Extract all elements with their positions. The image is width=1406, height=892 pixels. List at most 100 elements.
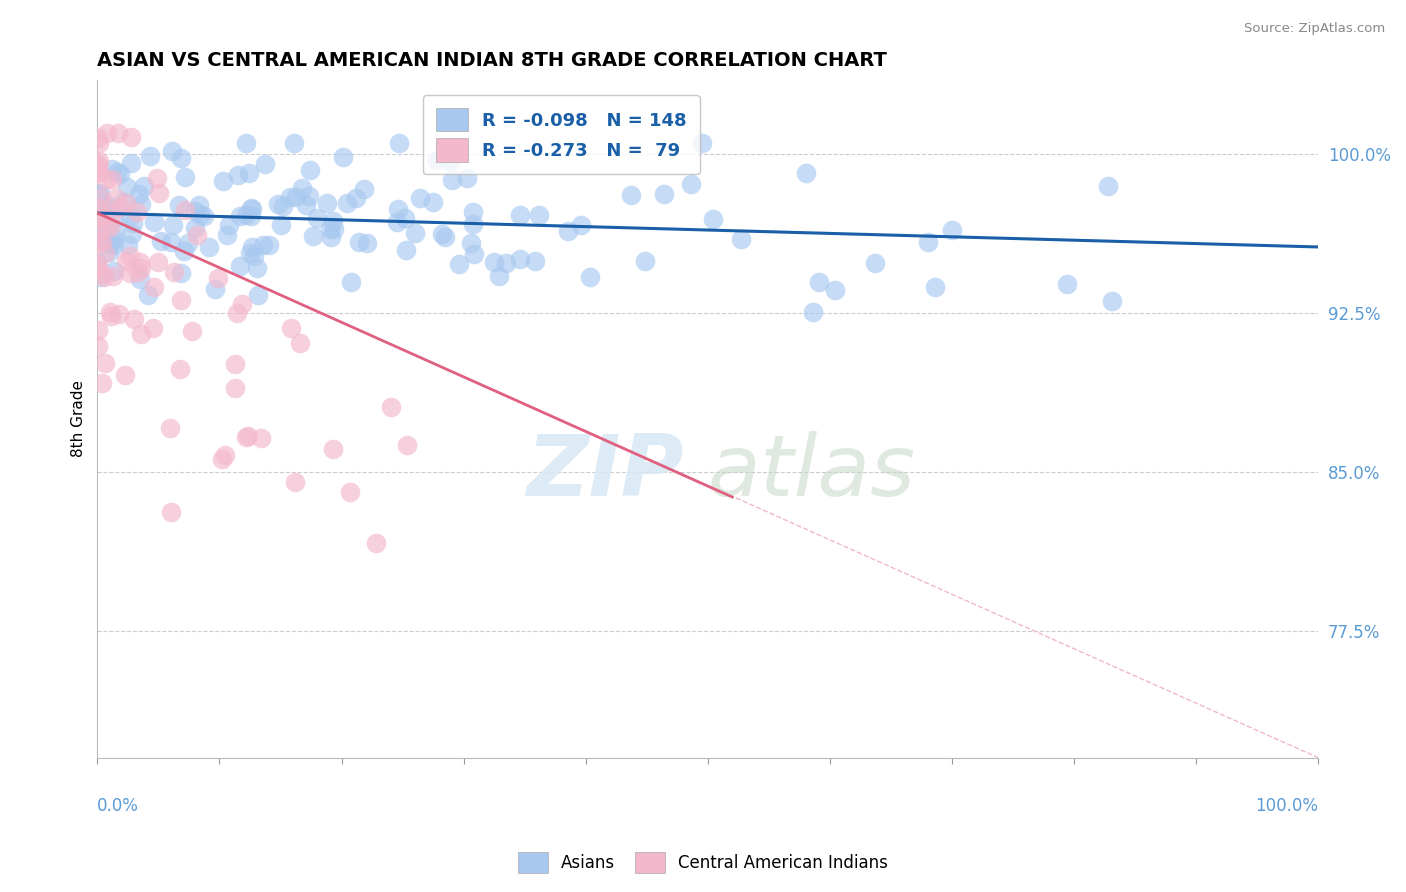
Point	[394, 211, 416, 225]
Text: ASIAN VS CENTRAL AMERICAN INDIAN 8TH GRADE CORRELATION CHART: ASIAN VS CENTRAL AMERICAN INDIAN 8TH GRA…	[97, 51, 887, 70]
Point	[441, 173, 464, 187]
Point	[322, 214, 344, 228]
Point	[160, 505, 183, 519]
Point	[103, 264, 125, 278]
Point	[138, 288, 160, 302]
Point	[278, 190, 301, 204]
Point	[229, 209, 252, 223]
Point	[226, 305, 249, 319]
Point	[620, 188, 643, 202]
Point	[322, 442, 344, 456]
Point	[87, 202, 110, 217]
Point	[557, 224, 579, 238]
Point	[193, 209, 215, 223]
Point	[654, 187, 676, 202]
Point	[87, 201, 110, 215]
Point	[224, 357, 246, 371]
Point	[129, 326, 152, 341]
Point	[173, 244, 195, 259]
Point	[89, 270, 111, 285]
Point	[86, 187, 108, 202]
Point	[89, 221, 111, 235]
Point	[235, 430, 257, 444]
Point	[285, 190, 308, 204]
Point	[100, 207, 122, 221]
Point	[89, 186, 111, 200]
Point	[143, 280, 166, 294]
Point	[139, 149, 162, 163]
Point	[702, 211, 724, 226]
Point	[226, 168, 249, 182]
Point	[101, 161, 124, 176]
Point	[240, 240, 263, 254]
Point	[86, 258, 108, 272]
Point	[90, 211, 112, 226]
Point	[523, 253, 546, 268]
Point	[280, 321, 302, 335]
Point	[177, 235, 200, 250]
Point	[101, 269, 124, 284]
Point	[160, 144, 183, 158]
Point	[463, 247, 485, 261]
Point	[162, 219, 184, 233]
Point	[159, 421, 181, 435]
Point	[231, 296, 253, 310]
Point	[108, 167, 131, 181]
Point	[87, 153, 110, 168]
Point	[240, 201, 263, 215]
Point	[118, 209, 141, 223]
Point	[633, 254, 655, 268]
Point	[146, 170, 169, 185]
Point	[730, 232, 752, 246]
Point	[863, 256, 886, 270]
Point	[409, 191, 432, 205]
Point	[89, 136, 111, 151]
Point	[86, 255, 108, 269]
Point	[211, 452, 233, 467]
Point	[96, 126, 118, 140]
Point	[461, 217, 484, 231]
Point	[86, 227, 108, 241]
Point	[254, 157, 277, 171]
Point	[679, 177, 702, 191]
Point	[247, 288, 270, 302]
Point	[824, 283, 846, 297]
Point	[112, 194, 135, 209]
Point	[98, 220, 121, 235]
Point	[93, 269, 115, 284]
Point	[215, 227, 238, 242]
Point	[105, 165, 128, 179]
Point	[148, 186, 170, 200]
Point	[104, 224, 127, 238]
Point	[117, 237, 139, 252]
Point	[103, 232, 125, 246]
Point	[387, 202, 409, 217]
Point	[173, 169, 195, 184]
Point	[87, 165, 110, 179]
Point	[86, 158, 108, 172]
Point	[235, 136, 257, 150]
Point	[87, 323, 110, 337]
Point	[218, 218, 240, 232]
Point	[96, 173, 118, 187]
Point	[353, 182, 375, 196]
Point	[307, 211, 329, 226]
Point	[169, 151, 191, 165]
Point	[395, 438, 418, 452]
Point	[188, 208, 211, 222]
Point	[86, 131, 108, 145]
Point	[87, 165, 110, 179]
Point	[801, 305, 824, 319]
Point	[120, 130, 142, 145]
Point	[236, 429, 259, 443]
Point	[319, 221, 342, 235]
Point	[302, 229, 325, 244]
Point	[167, 198, 190, 212]
Point	[160, 235, 183, 249]
Point	[174, 202, 197, 217]
Point	[180, 324, 202, 338]
Text: 0.0%: 0.0%	[97, 797, 139, 814]
Point	[115, 180, 138, 194]
Point	[295, 197, 318, 211]
Legend: Asians, Central American Indians: Asians, Central American Indians	[510, 846, 896, 880]
